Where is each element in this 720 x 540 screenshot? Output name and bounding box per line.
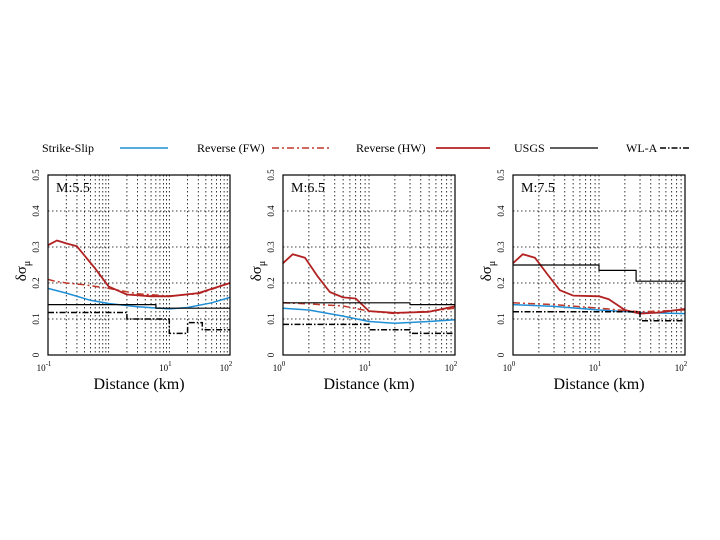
x-tick-label: 101 bbox=[359, 360, 372, 373]
y-tick-label: 0.2 bbox=[266, 277, 276, 288]
y-tick-label: 0 bbox=[266, 352, 276, 357]
x-tick-base: 10 bbox=[675, 363, 685, 373]
x-tick-label: 100 bbox=[503, 360, 516, 373]
y-tick-label: 0 bbox=[496, 352, 506, 357]
y-tick-label: 0.4 bbox=[31, 205, 41, 217]
series-reverse-fw bbox=[512, 302, 686, 313]
y-tick-label: 0.2 bbox=[496, 277, 506, 288]
x-tick-base: 10 bbox=[445, 363, 455, 373]
y-axis-symbol: δσ bbox=[479, 266, 495, 281]
series-wl-a bbox=[513, 311, 685, 322]
series-strike-slip bbox=[47, 287, 231, 310]
series-reverse-hw bbox=[512, 253, 686, 315]
legend-label-usgs: USGS bbox=[514, 141, 545, 155]
series-wl-a bbox=[48, 311, 230, 335]
legend-label-strike-slip: Strike-Slip bbox=[42, 141, 94, 155]
plot-frame bbox=[47, 174, 231, 356]
y-axis-subscript: μ bbox=[22, 261, 33, 266]
x-tick-exponent: 0 bbox=[282, 360, 286, 368]
x-tick-base: 10 bbox=[273, 363, 283, 373]
series-reverse-hw bbox=[47, 239, 231, 298]
panel-title: M:6.5 bbox=[291, 181, 325, 196]
y-tick-label: 0.5 bbox=[31, 169, 41, 181]
y-tick-label: 0.4 bbox=[496, 205, 506, 217]
y-axis-subscript: μ bbox=[487, 261, 498, 266]
x-tick-base: 10 bbox=[220, 363, 230, 373]
x-tick-base: 10 bbox=[159, 363, 169, 373]
y-tick-label: 0.2 bbox=[31, 277, 41, 288]
y-tick-label: 0.1 bbox=[496, 313, 506, 324]
x-tick-exponent: 2 bbox=[229, 360, 233, 368]
x-tick-label: 102 bbox=[445, 360, 458, 373]
legend: Strike-Slip Reverse (FW) Reverse (HW) USGS W… bbox=[42, 141, 690, 155]
panel-title: M:7.5 bbox=[521, 181, 555, 196]
x-tick-label: 101 bbox=[589, 360, 602, 373]
y-tick-label: 0.1 bbox=[31, 313, 41, 324]
y-axis-symbol: δσ bbox=[249, 266, 265, 281]
y-tick-label: 0.3 bbox=[496, 241, 506, 253]
legend-label-reverse-fw: Reverse (FW) bbox=[197, 141, 265, 155]
y-tick-label: 0 bbox=[31, 352, 41, 357]
y-tick-label: 0.3 bbox=[31, 241, 41, 253]
y-tick-label: 0.4 bbox=[266, 205, 276, 217]
x-tick-label: 10-1 bbox=[37, 360, 52, 373]
y-axis-label: δσμ bbox=[14, 261, 33, 282]
plot-frame bbox=[512, 174, 686, 356]
x-tick-label: 100 bbox=[273, 360, 286, 373]
x-tick-exponent: 1 bbox=[598, 360, 602, 368]
x-tick-exponent: 0 bbox=[512, 360, 516, 368]
x-tick-base: 10 bbox=[37, 363, 47, 373]
x-tick-label: 102 bbox=[675, 360, 688, 373]
x-tick-exponent: 2 bbox=[684, 360, 688, 368]
series-reverse-hw bbox=[282, 253, 456, 314]
x-axis-label: Distance (km) bbox=[93, 376, 184, 393]
y-axis-label: δσμ bbox=[249, 261, 268, 282]
x-tick-base: 10 bbox=[359, 363, 369, 373]
legend-label-reverse-hw: Reverse (HW) bbox=[356, 141, 426, 155]
series-reverse-fw bbox=[47, 278, 231, 297]
x-tick-label: 101 bbox=[159, 360, 172, 373]
x-tick-exponent: 2 bbox=[454, 360, 458, 368]
x-tick-base: 10 bbox=[503, 363, 513, 373]
x-tick-exponent: -1 bbox=[46, 360, 52, 368]
x-tick-exponent: 1 bbox=[168, 360, 172, 368]
y-tick-label: 0.3 bbox=[266, 241, 276, 253]
y-axis-symbol: δσ bbox=[14, 266, 30, 281]
y-axis-subscript: μ bbox=[257, 261, 268, 266]
y-tick-label: 0.5 bbox=[496, 169, 506, 181]
series-usgs bbox=[513, 264, 685, 282]
x-tick-exponent: 1 bbox=[368, 360, 372, 368]
panel-title: M:5.5 bbox=[56, 181, 90, 196]
series-strike-slip bbox=[282, 307, 456, 325]
legend-label-wl-a: WL-A bbox=[626, 141, 658, 155]
x-axis-label: Distance (km) bbox=[553, 376, 644, 393]
series-usgs bbox=[48, 304, 230, 309]
x-tick-label: 102 bbox=[220, 360, 233, 373]
x-tick-base: 10 bbox=[589, 363, 599, 373]
series-usgs bbox=[283, 302, 455, 306]
x-axis-label: Distance (km) bbox=[323, 376, 414, 393]
y-axis-label: δσμ bbox=[479, 261, 498, 282]
series-wl-a bbox=[283, 323, 455, 335]
y-tick-label: 0.5 bbox=[266, 169, 276, 181]
y-tick-label: 0.1 bbox=[266, 313, 276, 324]
plot-frame bbox=[282, 174, 456, 356]
